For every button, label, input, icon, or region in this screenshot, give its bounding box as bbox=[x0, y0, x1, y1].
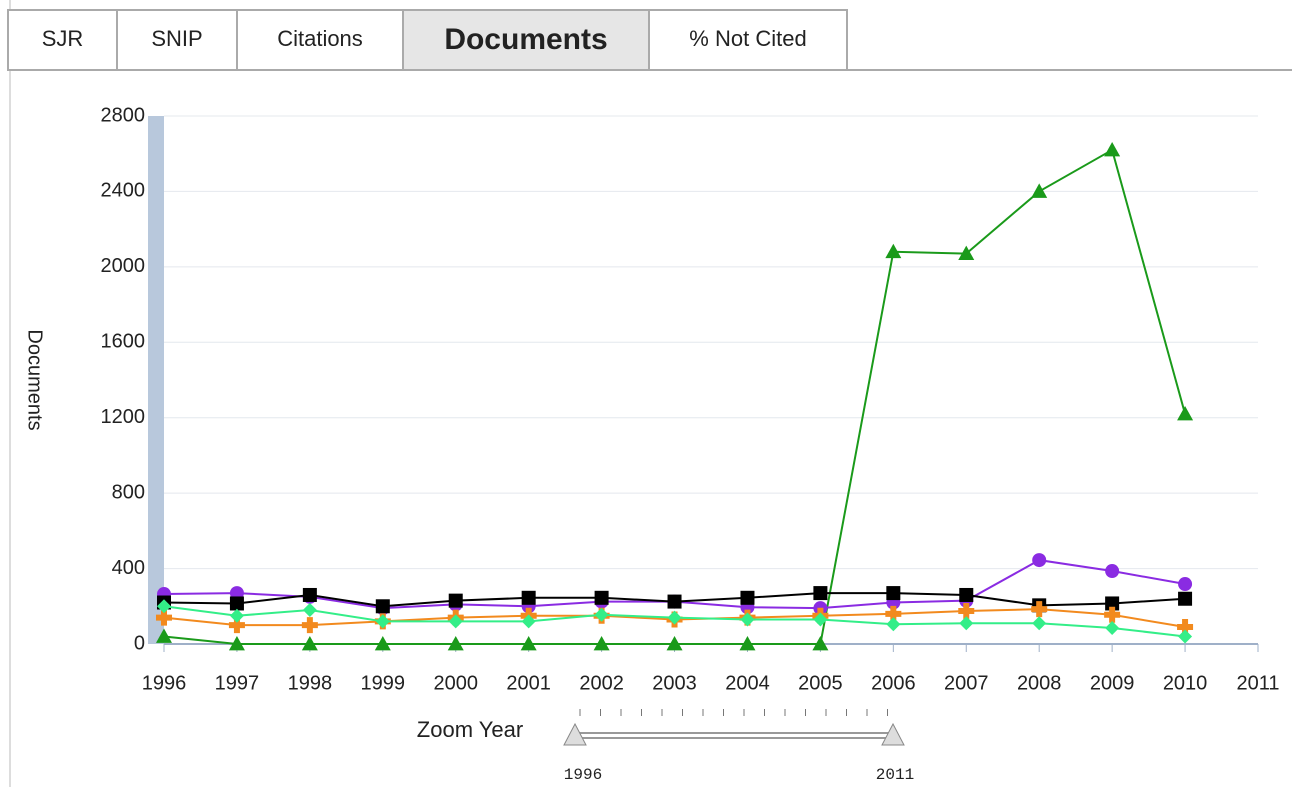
marker bbox=[958, 245, 975, 261]
marker bbox=[1105, 596, 1120, 611]
tab-label[interactable]: Documents bbox=[444, 23, 607, 56]
marker bbox=[666, 636, 683, 651]
marker bbox=[813, 586, 828, 601]
x-tick-label: 2003 bbox=[652, 672, 697, 694]
y-tick-label: 2800 bbox=[101, 104, 146, 126]
marker bbox=[447, 636, 464, 651]
marker bbox=[667, 610, 682, 625]
marker bbox=[1178, 629, 1193, 644]
tab[interactable] bbox=[402, 9, 650, 71]
marker bbox=[229, 596, 244, 611]
marker bbox=[521, 614, 536, 629]
tab[interactable] bbox=[7, 9, 118, 71]
tab-label[interactable]: SJR bbox=[42, 26, 84, 51]
y-tick-label: 400 bbox=[112, 557, 145, 579]
marker bbox=[1104, 606, 1121, 623]
marker bbox=[593, 636, 610, 651]
marker bbox=[959, 616, 974, 631]
marker bbox=[594, 590, 609, 605]
x-tick-label: 2006 bbox=[871, 672, 916, 694]
marker bbox=[959, 587, 974, 602]
marker bbox=[958, 603, 975, 619]
zoom-end: 2011 bbox=[876, 766, 914, 784]
tab-label[interactable]: Citations bbox=[277, 26, 363, 51]
tab-label[interactable]: % Not Cited bbox=[689, 26, 806, 51]
y-tick-label: 2400 bbox=[101, 180, 146, 202]
marker bbox=[302, 603, 317, 618]
zoom-highlight bbox=[148, 116, 164, 644]
marker bbox=[520, 636, 537, 651]
y-tick-label: 1200 bbox=[101, 406, 146, 428]
x-tick-label: 2009 bbox=[1090, 672, 1135, 694]
marker bbox=[448, 614, 463, 629]
x-tick-label: 2005 bbox=[798, 672, 843, 694]
x-tick-label: 2000 bbox=[433, 672, 478, 694]
x-tick-label: 2007 bbox=[944, 672, 989, 694]
marker bbox=[740, 590, 755, 605]
marker bbox=[1105, 620, 1120, 635]
zoom-start: 1996 bbox=[564, 766, 602, 784]
tab[interactable] bbox=[236, 9, 404, 71]
x-tick-label: 2001 bbox=[506, 672, 551, 694]
marker bbox=[739, 636, 756, 651]
y-tick-label: 2000 bbox=[101, 255, 146, 277]
marker bbox=[1031, 183, 1048, 198]
marker bbox=[302, 587, 317, 602]
marker bbox=[594, 607, 609, 622]
marker bbox=[886, 617, 901, 632]
x-tick-label: 1997 bbox=[215, 672, 260, 694]
marker bbox=[229, 608, 244, 623]
tab-label[interactable]: SNIP bbox=[151, 26, 202, 51]
marker bbox=[812, 636, 829, 651]
y-tick-label: 800 bbox=[112, 481, 145, 503]
x-tick-label: 2004 bbox=[725, 672, 770, 694]
marker bbox=[375, 599, 390, 614]
marker bbox=[521, 590, 536, 605]
marker bbox=[1177, 619, 1194, 636]
marker bbox=[156, 628, 172, 643]
marker bbox=[156, 609, 172, 626]
marker bbox=[885, 243, 902, 259]
x-tick-label: 1999 bbox=[361, 672, 406, 694]
marker bbox=[1177, 405, 1194, 421]
x-tick-label: 1996 bbox=[142, 672, 187, 694]
marker bbox=[1032, 553, 1047, 568]
tab[interactable] bbox=[116, 9, 238, 71]
x-tick-label: 2008 bbox=[1017, 672, 1062, 694]
zoom-label: Zoom Year bbox=[417, 717, 523, 742]
x-tick-label: 2010 bbox=[1163, 672, 1208, 694]
marker bbox=[1178, 591, 1193, 606]
marker bbox=[448, 593, 463, 608]
marker bbox=[374, 636, 391, 651]
marker bbox=[157, 599, 171, 614]
zoom-handle[interactable] bbox=[881, 722, 905, 746]
marker bbox=[375, 614, 390, 629]
y-tick-label: 1600 bbox=[101, 331, 146, 353]
marker bbox=[885, 605, 902, 622]
marker bbox=[1178, 577, 1193, 592]
marker bbox=[301, 617, 318, 634]
marker bbox=[1104, 141, 1121, 157]
x-tick-label: 1998 bbox=[288, 672, 333, 694]
marker bbox=[1105, 564, 1120, 579]
marker bbox=[886, 586, 901, 601]
x-tick-label: 2002 bbox=[579, 672, 624, 694]
marker bbox=[1032, 616, 1047, 631]
marker bbox=[813, 612, 828, 627]
marker bbox=[740, 612, 755, 627]
tab[interactable] bbox=[648, 9, 848, 71]
marker bbox=[667, 594, 682, 609]
series-line bbox=[163, 148, 1187, 645]
marker bbox=[228, 617, 245, 634]
marker bbox=[301, 636, 318, 651]
y-axis-label: Documents bbox=[24, 329, 46, 430]
marker bbox=[228, 636, 245, 651]
zoom-handle[interactable] bbox=[563, 722, 587, 746]
y-tick-label: 0 bbox=[134, 632, 145, 654]
marker bbox=[1031, 601, 1048, 618]
x-tick-label: 2011 bbox=[1236, 672, 1279, 694]
